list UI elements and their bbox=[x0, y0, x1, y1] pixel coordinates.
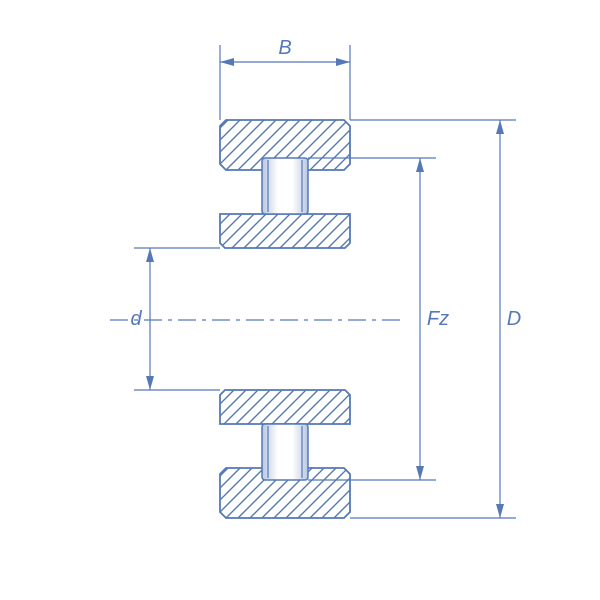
dim-label-D: D bbox=[507, 308, 521, 330]
dim-label-B: B bbox=[278, 37, 291, 59]
inner-ring-bottom bbox=[220, 390, 350, 424]
dim-label-Fz: Fz bbox=[427, 308, 449, 330]
bearing-cross-section-diagram: B D Fz d bbox=[0, 0, 600, 600]
inner-ring-top bbox=[220, 214, 350, 248]
roller-top bbox=[262, 158, 308, 214]
roller-bottom bbox=[262, 424, 308, 480]
dim-label-d: d bbox=[130, 308, 142, 330]
